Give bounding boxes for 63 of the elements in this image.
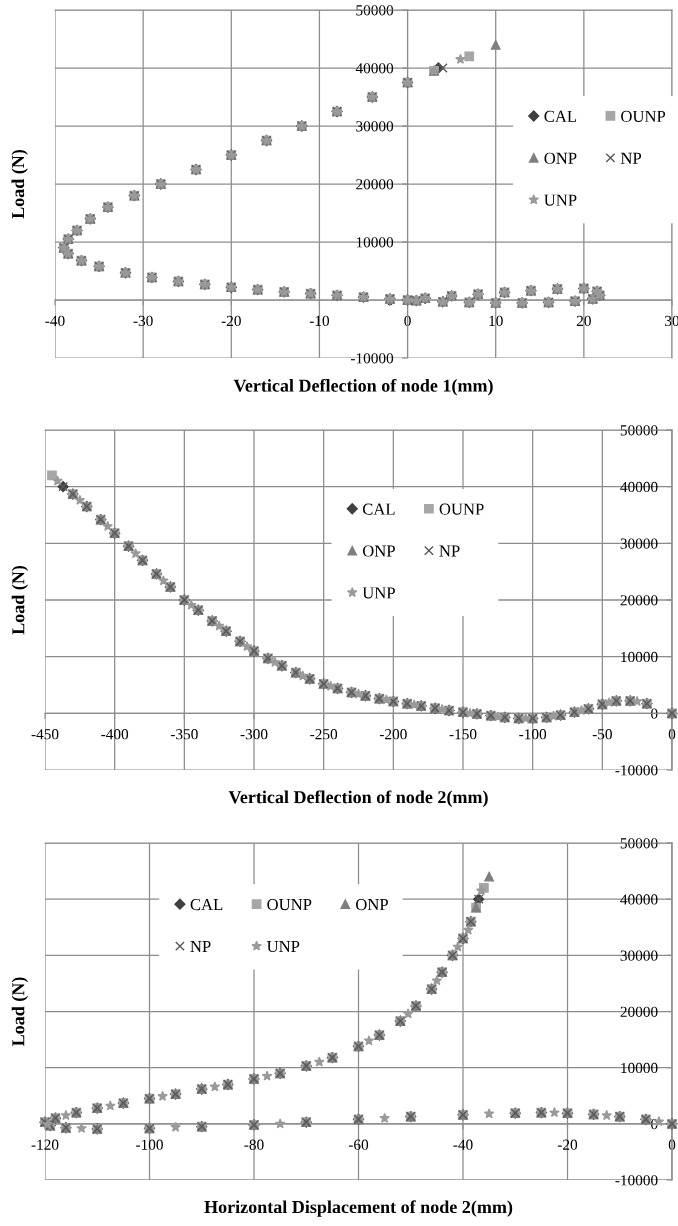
x-axis-title: Horizontal Displacement of node 2(mm) xyxy=(204,1200,513,1217)
x-tick-label: -40 xyxy=(453,1139,473,1150)
y-tick-label: 40000 xyxy=(355,63,394,74)
x-tick-label: -20 xyxy=(557,1139,578,1150)
y-axis-title: Load (N) xyxy=(11,977,29,1047)
x-tick-label: -450 xyxy=(31,729,59,740)
legend-label: OUNP xyxy=(267,899,312,911)
legend-label: CAL xyxy=(362,503,395,515)
x-tick-label: -250 xyxy=(310,729,338,740)
x-tick-label: -300 xyxy=(240,729,268,740)
x-tick-label: -60 xyxy=(348,1139,369,1150)
x-tick-label: -30 xyxy=(133,315,153,327)
x-tick-label: -80 xyxy=(244,1139,264,1150)
y-tick-label: -10000 xyxy=(615,1175,658,1186)
x-axis-title: Vertical Deflection of node 2(mm) xyxy=(228,790,488,807)
legend-label: ONP xyxy=(362,545,395,557)
y-tick-label: 50000 xyxy=(356,5,394,16)
y-tick-label: -10000 xyxy=(615,765,658,776)
y-tick-label: 10000 xyxy=(621,1062,658,1074)
y-tick-label: 40000 xyxy=(620,894,658,905)
x-tick-label: -100 xyxy=(136,1139,163,1150)
legend-label: NP xyxy=(190,941,211,952)
legend-label: ONP xyxy=(544,152,577,164)
x-tick-label: -20 xyxy=(221,315,241,327)
y-tick-label: 50000 xyxy=(620,425,658,436)
y-tick-label: 20000 xyxy=(620,1006,658,1017)
x-tick-label: -350 xyxy=(170,729,198,740)
x-tick-label: -50 xyxy=(592,729,612,740)
y-tick-label: -10000 xyxy=(350,353,394,364)
y-tick-label: 50000 xyxy=(620,838,658,849)
y-tick-label: 40000 xyxy=(620,481,658,493)
legend-label: UNP xyxy=(544,194,577,206)
legend-label: ONP xyxy=(355,899,388,911)
y-tick-label: 20000 xyxy=(620,595,658,606)
y-tick-label: 10000 xyxy=(356,237,394,248)
x-tick-label: 0 xyxy=(668,729,676,740)
x-tick-label: 10 xyxy=(489,315,503,327)
x-tick-label: -40 xyxy=(45,315,65,327)
y-tick-label: 10000 xyxy=(621,651,658,663)
legend-label: NP xyxy=(439,545,460,557)
x-tick-label: -120 xyxy=(31,1139,59,1150)
x-tick-label: 20 xyxy=(576,315,591,327)
legend-label: OUNP xyxy=(621,110,666,122)
x-tick-label: -400 xyxy=(101,729,129,740)
y-tick-label: 30000 xyxy=(620,950,658,961)
y-tick-label: 30000 xyxy=(620,538,658,549)
x-tick-label: -10 xyxy=(309,315,330,327)
legend-label: CAL xyxy=(544,110,577,122)
y-tick-label: 30000 xyxy=(356,121,394,132)
legend-label: UNP xyxy=(266,941,300,953)
x-tick-label: -100 xyxy=(519,729,547,740)
legend-label: OUNP xyxy=(439,503,484,515)
legend-label: CAL xyxy=(190,899,223,911)
y-tick-label: 20000 xyxy=(356,179,394,190)
legend-label: NP xyxy=(620,152,642,164)
x-tick-label: 0 xyxy=(668,1139,676,1150)
legend-label: UNP xyxy=(362,587,395,599)
y-axis-title: Load (N) xyxy=(11,565,29,635)
x-tick-label: 0 xyxy=(404,315,411,327)
x-tick-label: -150 xyxy=(449,729,477,740)
y-axis-title: Load (N) xyxy=(11,149,28,219)
x-tick-label: -200 xyxy=(379,729,407,740)
x-axis-title: Vertical Deflection of node 1(mm) xyxy=(233,378,493,396)
